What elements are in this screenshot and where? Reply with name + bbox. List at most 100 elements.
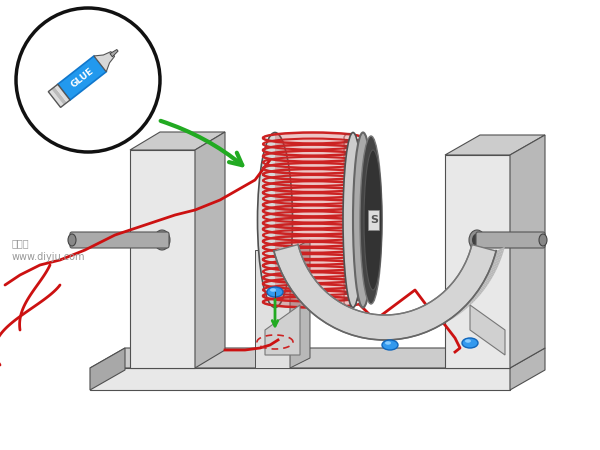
Ellipse shape <box>469 230 485 250</box>
Polygon shape <box>275 253 286 260</box>
Ellipse shape <box>385 341 391 345</box>
Ellipse shape <box>68 234 76 246</box>
Polygon shape <box>416 330 428 335</box>
Polygon shape <box>457 307 468 314</box>
Polygon shape <box>195 132 225 368</box>
Ellipse shape <box>465 339 471 343</box>
Polygon shape <box>478 284 488 291</box>
Polygon shape <box>461 303 472 310</box>
Polygon shape <box>425 327 437 333</box>
Polygon shape <box>404 333 416 338</box>
Polygon shape <box>304 301 315 307</box>
Polygon shape <box>280 265 290 272</box>
Polygon shape <box>320 315 332 321</box>
Polygon shape <box>311 307 322 314</box>
Polygon shape <box>493 253 503 260</box>
Polygon shape <box>90 368 510 390</box>
Polygon shape <box>494 250 504 257</box>
Polygon shape <box>300 296 311 303</box>
Polygon shape <box>484 273 495 280</box>
Polygon shape <box>339 326 351 331</box>
Polygon shape <box>449 313 461 320</box>
Ellipse shape <box>343 132 363 307</box>
Polygon shape <box>255 250 290 368</box>
Ellipse shape <box>382 340 398 350</box>
Polygon shape <box>476 287 487 293</box>
Ellipse shape <box>257 132 293 307</box>
Polygon shape <box>318 313 329 320</box>
Polygon shape <box>274 247 284 254</box>
Polygon shape <box>483 276 493 283</box>
FancyBboxPatch shape <box>476 232 545 248</box>
Text: 聚巧网
www.diyju.com: 聚巧网 www.diyju.com <box>12 238 86 262</box>
Polygon shape <box>275 133 350 307</box>
Polygon shape <box>316 311 327 318</box>
FancyBboxPatch shape <box>70 232 169 248</box>
Polygon shape <box>442 319 453 324</box>
Polygon shape <box>48 89 64 108</box>
Polygon shape <box>286 276 296 283</box>
Polygon shape <box>290 240 310 368</box>
Polygon shape <box>371 335 383 339</box>
Polygon shape <box>94 52 115 72</box>
Polygon shape <box>464 301 475 307</box>
Ellipse shape <box>364 150 382 290</box>
Polygon shape <box>55 84 70 103</box>
Polygon shape <box>386 336 398 340</box>
Polygon shape <box>419 329 431 334</box>
Ellipse shape <box>270 288 276 292</box>
Polygon shape <box>294 289 305 296</box>
Polygon shape <box>380 336 392 340</box>
Polygon shape <box>401 334 413 339</box>
Polygon shape <box>489 265 499 272</box>
Polygon shape <box>389 335 401 340</box>
Polygon shape <box>345 328 356 333</box>
Polygon shape <box>474 289 485 296</box>
Polygon shape <box>307 303 317 310</box>
Polygon shape <box>434 323 445 329</box>
Text: GLUE: GLUE <box>69 66 95 90</box>
Polygon shape <box>365 334 377 339</box>
Polygon shape <box>313 309 325 316</box>
Polygon shape <box>342 327 353 333</box>
Ellipse shape <box>539 234 547 246</box>
Circle shape <box>16 8 160 152</box>
Polygon shape <box>436 321 448 328</box>
Ellipse shape <box>472 234 482 247</box>
Polygon shape <box>292 287 303 293</box>
Ellipse shape <box>353 132 373 307</box>
Polygon shape <box>296 292 307 298</box>
Polygon shape <box>445 317 456 323</box>
Polygon shape <box>58 56 106 100</box>
Polygon shape <box>407 333 419 338</box>
Polygon shape <box>353 331 365 336</box>
Polygon shape <box>368 334 380 339</box>
Polygon shape <box>431 324 442 330</box>
Polygon shape <box>281 267 292 274</box>
Polygon shape <box>487 267 497 274</box>
Ellipse shape <box>154 230 170 250</box>
Polygon shape <box>90 348 545 368</box>
Polygon shape <box>374 335 386 340</box>
Polygon shape <box>359 333 371 338</box>
Polygon shape <box>392 335 404 340</box>
Polygon shape <box>470 294 481 301</box>
Polygon shape <box>308 305 320 312</box>
Polygon shape <box>278 259 287 266</box>
Polygon shape <box>337 324 348 330</box>
Polygon shape <box>362 333 374 338</box>
Polygon shape <box>130 132 225 150</box>
Polygon shape <box>356 332 368 337</box>
Polygon shape <box>283 270 293 278</box>
Polygon shape <box>445 155 510 368</box>
Polygon shape <box>490 261 500 269</box>
Polygon shape <box>395 335 407 339</box>
Polygon shape <box>328 320 340 326</box>
Ellipse shape <box>462 338 478 348</box>
Polygon shape <box>110 50 118 57</box>
Polygon shape <box>459 305 470 312</box>
Polygon shape <box>287 279 298 286</box>
Polygon shape <box>428 326 440 331</box>
Polygon shape <box>275 250 284 257</box>
Polygon shape <box>470 305 505 355</box>
